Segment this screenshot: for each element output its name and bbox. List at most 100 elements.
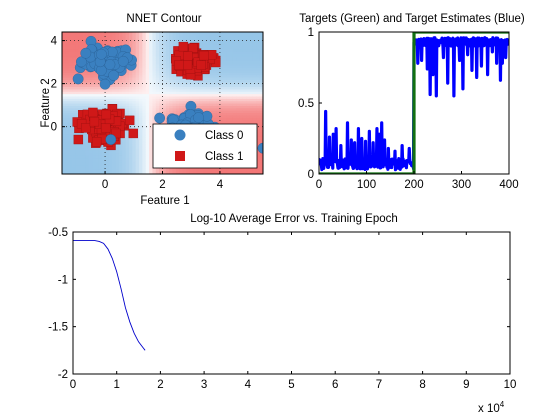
contour-cell	[139, 93, 143, 97]
contour-cell	[112, 166, 117, 170]
contour-cell	[132, 79, 137, 83]
contour-cell	[216, 36, 221, 40]
contour-cell	[242, 58, 247, 61]
contour-cell	[226, 58, 231, 61]
contour-cell	[185, 86, 190, 90]
contour-cell	[236, 112, 241, 116]
contour-cell	[222, 41, 227, 45]
contour-cell	[62, 107, 66, 111]
contour-cell	[202, 86, 207, 90]
contour-cell	[82, 84, 87, 88]
contour-cell	[142, 53, 147, 57]
contour-cell	[118, 157, 123, 161]
contour-cell	[222, 72, 227, 76]
contour-cell	[162, 103, 167, 106]
contour-cell	[189, 84, 194, 88]
contour-cell	[78, 41, 83, 45]
contour-cell	[139, 140, 143, 144]
contour-cell	[112, 100, 117, 104]
contour-cell	[232, 171, 237, 174]
contour-cell	[85, 157, 90, 161]
contour-cell	[159, 86, 164, 90]
contour-cell	[199, 100, 204, 104]
contour-cell	[108, 95, 113, 99]
contour-cell	[145, 166, 150, 170]
contour-cell	[139, 69, 143, 73]
contour-cell	[129, 72, 133, 76]
class0-point	[76, 56, 87, 68]
contour-cell	[175, 103, 180, 106]
contour-cell	[135, 79, 140, 83]
contour-cell	[236, 79, 241, 83]
contour-cell	[206, 43, 210, 47]
contour-cell	[159, 55, 164, 59]
contour-cell	[68, 162, 73, 166]
contour-cell	[132, 147, 137, 151]
contour-cell	[199, 84, 204, 88]
contour-cell	[246, 121, 251, 125]
contour-cell	[65, 169, 70, 173]
contour-cell	[236, 110, 241, 114]
contour-cell	[65, 136, 70, 140]
contour-cell	[216, 34, 221, 38]
contour-cell	[82, 39, 87, 43]
contour-cell	[159, 103, 164, 106]
contour-cell	[112, 84, 117, 88]
contour-cell	[212, 74, 217, 78]
contour-cell	[118, 88, 123, 92]
contour-cell	[189, 93, 194, 97]
contour-cell	[149, 50, 154, 54]
contour-cell	[256, 155, 261, 159]
contour-cell	[125, 39, 130, 43]
contour-cell	[139, 36, 143, 40]
contour-cell	[68, 117, 73, 121]
contour-cell	[102, 88, 107, 92]
contour-cell	[125, 145, 130, 149]
contour-cell	[135, 91, 140, 95]
contour-cell	[246, 86, 251, 90]
contour-cell	[102, 43, 107, 47]
x-tick-label: 400	[499, 179, 518, 191]
contour-cell	[219, 81, 224, 85]
contour-cell	[115, 155, 120, 159]
contour-cell	[212, 114, 217, 118]
contour-cell	[232, 112, 237, 116]
contour-cell	[125, 133, 130, 137]
contour-cell	[82, 43, 87, 47]
contour-cell	[132, 41, 137, 45]
contour-cell	[82, 143, 87, 147]
contour-cell	[249, 79, 254, 83]
contour-cell	[129, 34, 133, 38]
contour-cell	[249, 72, 254, 76]
contour-cell	[62, 150, 66, 154]
contour-cell	[185, 79, 190, 83]
contour-cell	[239, 60, 244, 64]
contour-cell	[169, 46, 174, 50]
contour-cell	[242, 105, 247, 109]
contour-cell	[62, 53, 66, 57]
contour-cell	[145, 136, 150, 140]
contour-cell	[75, 88, 80, 92]
contour-cell	[118, 166, 123, 170]
contour-cell	[98, 171, 103, 174]
contour-cell	[88, 91, 93, 95]
contour-cell	[155, 74, 160, 78]
contour-cell	[98, 91, 103, 95]
contour-cell	[169, 36, 174, 40]
contour-cell	[65, 103, 70, 106]
contour-cell	[68, 114, 73, 118]
contour-cell	[125, 81, 130, 85]
contour-cell	[88, 76, 93, 80]
contour-cell	[132, 86, 137, 90]
x-tick-label: 10	[504, 379, 517, 391]
contour-cell	[199, 88, 204, 92]
contour-cell	[105, 103, 110, 106]
contour-cell	[192, 95, 197, 99]
contour-cell	[149, 41, 154, 45]
contour-cell	[129, 140, 133, 144]
contour-cell	[145, 119, 150, 123]
contour-cell	[259, 171, 263, 174]
contour-cell	[259, 79, 263, 83]
contour-cell	[72, 86, 76, 90]
contour-cell	[152, 100, 157, 104]
